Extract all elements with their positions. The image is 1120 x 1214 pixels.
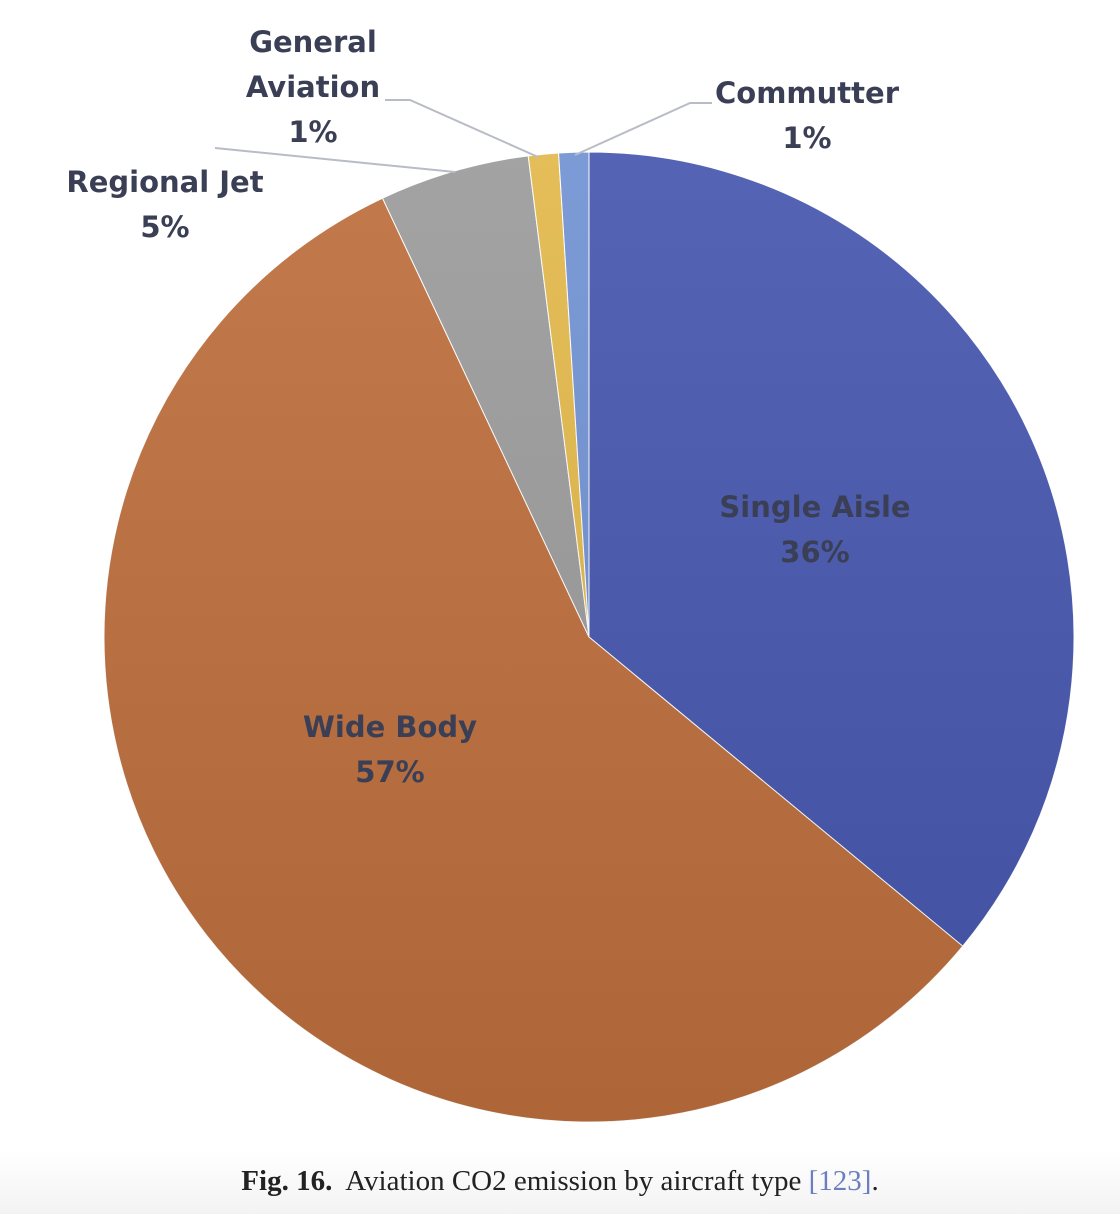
data-label: General Aviation 1% xyxy=(238,20,388,155)
data-label: Commutter 1% xyxy=(715,71,899,161)
leader-line xyxy=(385,99,539,158)
label-value: 57% xyxy=(355,755,425,789)
label-value: 36% xyxy=(780,535,850,569)
label-value: 1% xyxy=(288,115,338,149)
label-name: Commutter xyxy=(715,76,899,110)
label-name: General Aviation xyxy=(245,25,381,104)
label-name: Regional Jet xyxy=(66,165,264,199)
label-name: Wide Body xyxy=(302,710,478,744)
caption-label: Fig. 16. xyxy=(241,1165,333,1197)
data-label: Regional Jet 5% xyxy=(66,160,263,250)
caption: Fig. 16. Aviation CO2 emission by aircra… xyxy=(0,1150,1120,1214)
data-label: Single Aisle 36% xyxy=(719,485,910,575)
label-name: Single Aisle xyxy=(719,490,911,524)
label-value: 5% xyxy=(140,210,190,244)
data-label: Wide Body 57% xyxy=(303,705,477,795)
caption-text: Aviation CO2 emission by aircraft type xyxy=(345,1165,802,1197)
caption-ref: [123] xyxy=(808,1165,872,1197)
label-value: 1% xyxy=(782,121,832,155)
caption-end: . xyxy=(871,1165,879,1197)
leader-line xyxy=(214,147,456,173)
leader-line xyxy=(574,102,712,156)
